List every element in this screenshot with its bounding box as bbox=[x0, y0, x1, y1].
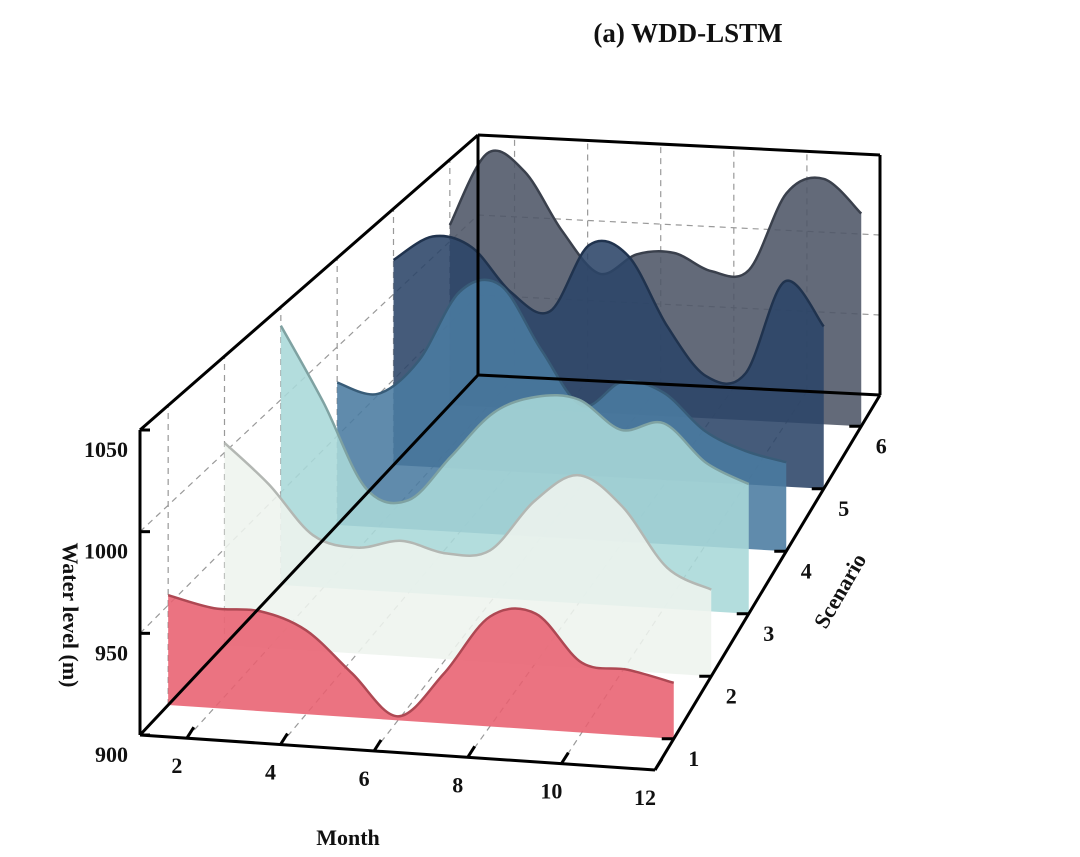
ridge-line bbox=[279, 325, 750, 505]
x-tick-label: 2 bbox=[171, 753, 182, 778]
x-tick bbox=[466, 745, 476, 759]
x-tick-label: 6 bbox=[359, 766, 370, 791]
x-tick bbox=[279, 732, 289, 746]
axis-edge bbox=[139, 133, 479, 432]
z-axis-label: Water level (m) bbox=[58, 543, 83, 688]
z-tick-label: 1050 bbox=[84, 437, 128, 462]
axis-edge bbox=[138, 373, 480, 737]
z-tick-label: 950 bbox=[95, 640, 128, 665]
z-tick-label: 900 bbox=[95, 742, 128, 767]
x-axis-label: Month bbox=[316, 825, 380, 850]
x-tick bbox=[560, 751, 570, 765]
ridge-area bbox=[168, 595, 674, 739]
x-tick bbox=[372, 739, 383, 752]
ridge-line bbox=[223, 441, 712, 591]
y-tick-label: 2 bbox=[726, 683, 737, 708]
ridge-line bbox=[448, 149, 863, 279]
ridge-line bbox=[167, 593, 675, 718]
y-tick-label: 3 bbox=[763, 621, 774, 646]
y-tick-label: 4 bbox=[801, 558, 812, 583]
chart-title: (a) WDD-LSTM bbox=[593, 18, 782, 48]
y-tick-label: 6 bbox=[876, 433, 887, 458]
y-axis-label: Scenario bbox=[809, 549, 872, 632]
ridge-line bbox=[392, 234, 825, 385]
x-tick-label: 10 bbox=[540, 779, 562, 804]
axis-edge bbox=[653, 394, 882, 771]
x-tick-label: 12 bbox=[634, 785, 656, 810]
x-tick bbox=[185, 726, 196, 739]
x-tick-label: 4 bbox=[265, 760, 276, 785]
y-tick-label: 1 bbox=[688, 746, 699, 771]
x-tick bbox=[653, 758, 664, 771]
axis-edge bbox=[139, 733, 656, 772]
axis-edge bbox=[477, 373, 881, 397]
y-tick-label: 5 bbox=[838, 496, 849, 521]
axis-edge bbox=[477, 133, 881, 157]
ridge-line bbox=[336, 278, 787, 464]
ridge-area bbox=[224, 442, 712, 677]
z-tick-label: 1000 bbox=[84, 539, 128, 564]
x-tick-label: 8 bbox=[452, 772, 463, 797]
